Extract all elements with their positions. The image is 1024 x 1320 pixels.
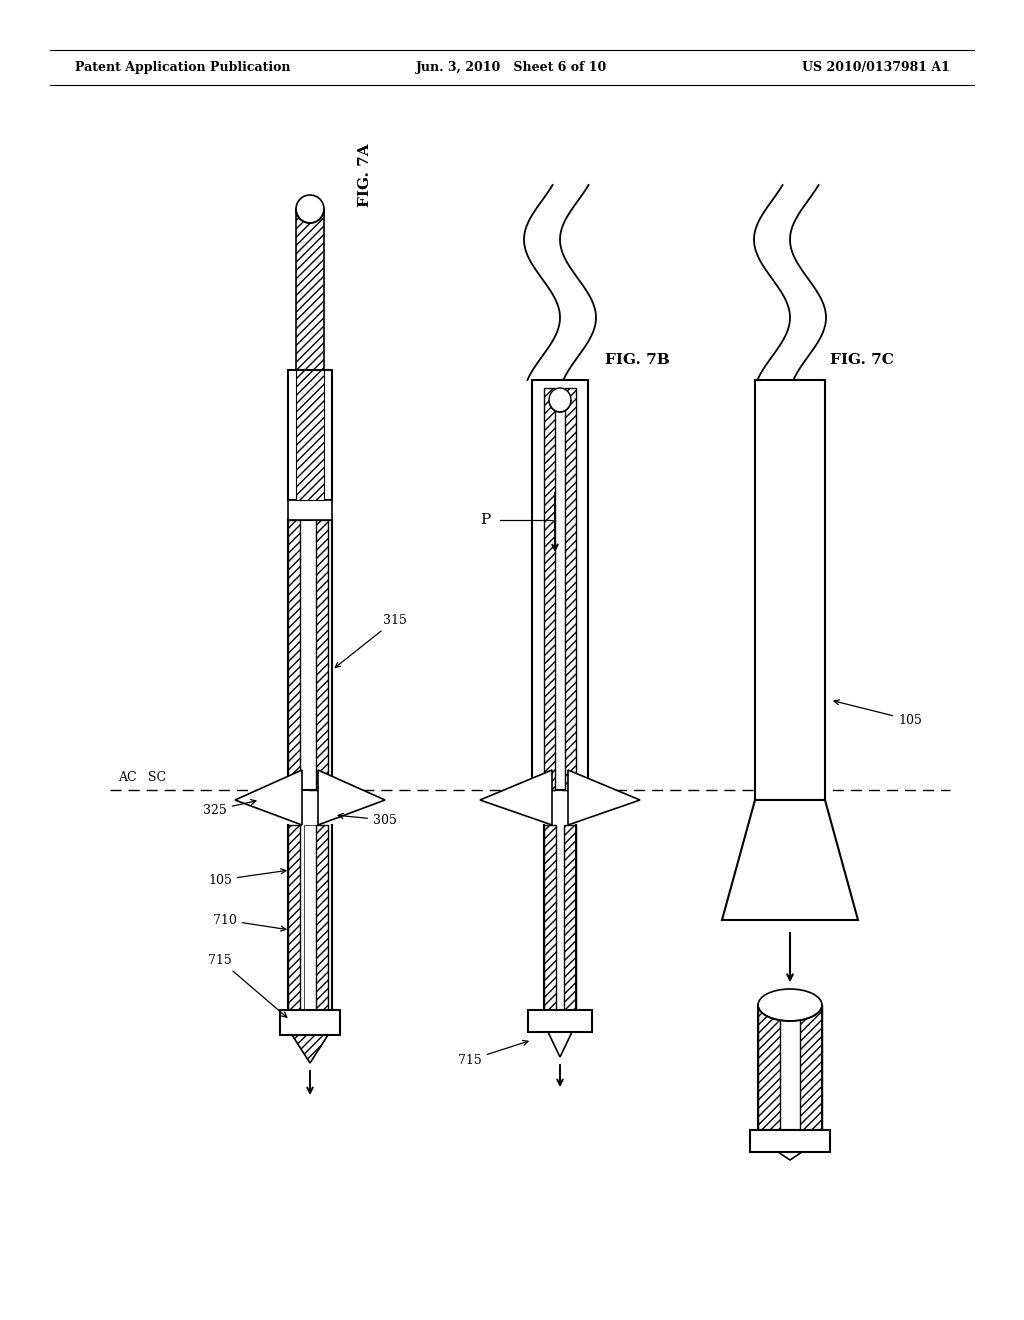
- Bar: [564, 825, 575, 1010]
- Text: 105: 105: [835, 700, 922, 726]
- Text: 715: 715: [208, 953, 287, 1018]
- Bar: [544, 825, 556, 1010]
- Polygon shape: [722, 800, 858, 920]
- Text: FIG. 7A: FIG. 7A: [358, 143, 372, 207]
- Polygon shape: [318, 770, 385, 825]
- Text: Patent Application Publication: Patent Application Publication: [75, 62, 291, 74]
- Text: US 2010/0137981 A1: US 2010/0137981 A1: [802, 62, 950, 74]
- Polygon shape: [548, 1032, 572, 1057]
- Bar: [280, 1010, 340, 1035]
- Bar: [316, 825, 328, 1010]
- Bar: [532, 380, 588, 789]
- Text: SC: SC: [148, 771, 166, 784]
- Text: 715: 715: [458, 1040, 528, 1067]
- Polygon shape: [568, 770, 640, 825]
- Bar: [528, 1010, 592, 1032]
- Text: AC: AC: [118, 771, 136, 784]
- Bar: [296, 209, 324, 370]
- Polygon shape: [234, 770, 302, 825]
- Bar: [800, 1005, 822, 1130]
- Text: 710: 710: [213, 913, 286, 931]
- Text: 325: 325: [203, 800, 256, 817]
- Polygon shape: [778, 1152, 802, 1160]
- Bar: [565, 388, 575, 789]
- Ellipse shape: [296, 195, 324, 223]
- Polygon shape: [292, 1035, 328, 1063]
- Text: FIG. 7C: FIG. 7C: [830, 352, 894, 367]
- Polygon shape: [480, 770, 552, 825]
- Text: Jun. 3, 2010   Sheet 6 of 10: Jun. 3, 2010 Sheet 6 of 10: [417, 62, 607, 74]
- Text: 105: 105: [208, 869, 286, 887]
- Bar: [316, 520, 328, 789]
- Ellipse shape: [758, 989, 822, 1020]
- Bar: [288, 520, 332, 789]
- Text: FIG. 7B: FIG. 7B: [605, 352, 670, 367]
- Text: P: P: [480, 513, 490, 527]
- Ellipse shape: [549, 388, 571, 412]
- Bar: [758, 1005, 780, 1130]
- Bar: [296, 370, 324, 500]
- Bar: [304, 825, 316, 1010]
- Bar: [750, 1130, 830, 1152]
- Bar: [288, 825, 300, 1010]
- Bar: [288, 520, 300, 789]
- Bar: [288, 370, 332, 500]
- Bar: [544, 388, 555, 789]
- Bar: [288, 500, 332, 520]
- Text: 315: 315: [335, 614, 407, 668]
- Text: 305: 305: [338, 813, 397, 826]
- Bar: [755, 380, 825, 800]
